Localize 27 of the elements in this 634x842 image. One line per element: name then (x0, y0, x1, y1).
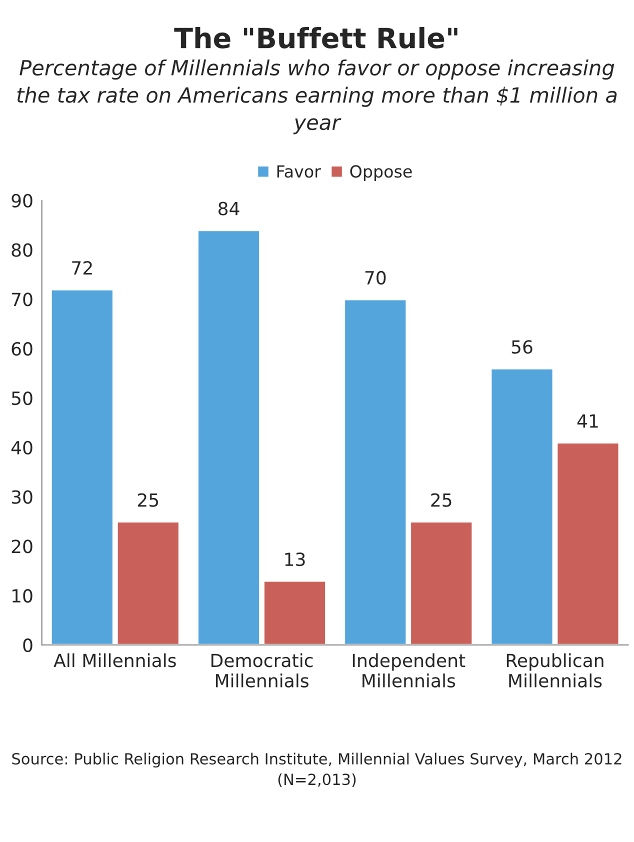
data-label: 84 (218, 202, 240, 216)
y-tick-label: 50 (12, 391, 32, 406)
x-tick-label: All Millennials (54, 653, 176, 668)
data-label: 25 (431, 493, 452, 507)
legend-label: Favor (277, 165, 321, 178)
x-tick-label: Democratic Millennials (211, 653, 313, 688)
chart-subtitle: Percentage of Millennials who favor or oppose increasing the tax rate on Americans earning more than $1 million a year (17, 59, 617, 134)
data-label: 56 (512, 340, 532, 354)
x-tick-label: Independent Millennials (352, 653, 466, 688)
data-label: 72 (72, 261, 92, 274)
data-label: 41 (577, 414, 598, 428)
y-tick-label: 40 (11, 440, 32, 454)
data-label: 70 (365, 270, 386, 285)
y-tick-label: 90 (12, 194, 32, 208)
source-note: Source: Public Religion Research Institute, Millennial Values Survey, March 2012 (N=2,013) (12, 752, 622, 787)
y-tick-label: 30 (12, 490, 32, 504)
y-tick-label: 20 (12, 540, 32, 554)
y-tick-label: 0 (23, 638, 32, 652)
y-tick-label: 10 (12, 589, 32, 603)
y-tick-label: 80 (12, 243, 32, 257)
data-label: 13 (285, 552, 305, 566)
y-tick-label: 70 (12, 292, 32, 306)
x-tick-label: Republican Millennials (506, 653, 604, 688)
data-label: 25 (138, 493, 158, 507)
y-tick-label: 60 (12, 342, 32, 356)
chart-title: The "Buffett Rule" (174, 26, 458, 48)
legend-label: Oppose (350, 165, 412, 181)
